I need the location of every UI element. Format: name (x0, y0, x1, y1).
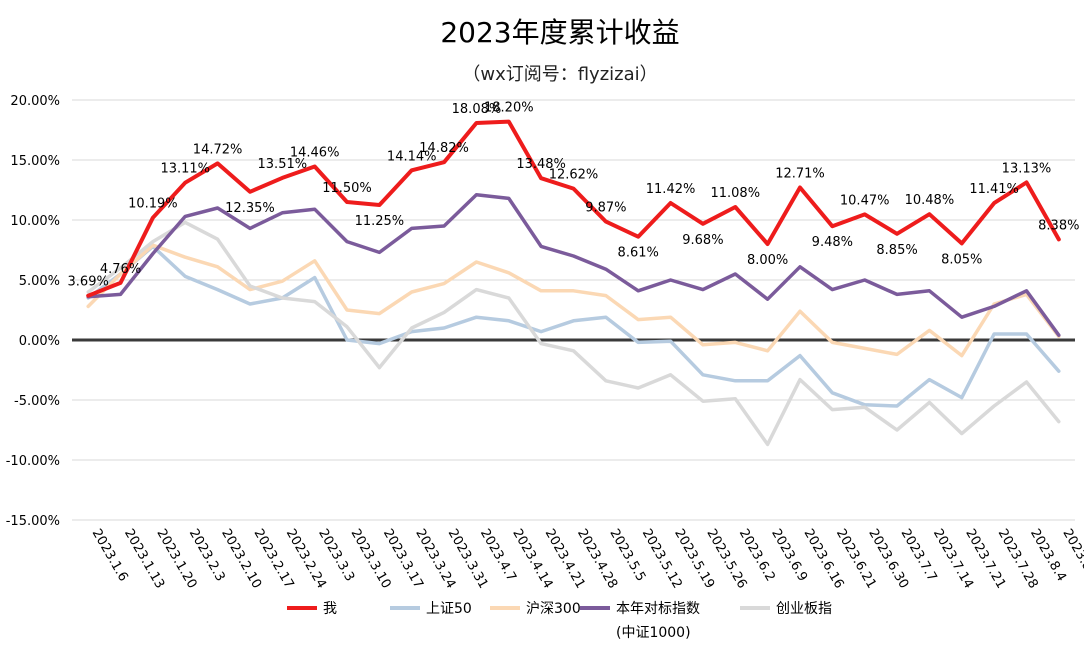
data-label: 11.41% (969, 182, 1019, 197)
data-label: 10.48% (905, 193, 955, 208)
y-tick-label: -5.00% (14, 394, 60, 409)
data-label: 12.35% (225, 201, 275, 216)
y-tick-label: -15.00% (6, 514, 60, 529)
data-label: 8.61% (618, 246, 659, 261)
data-label: 13.51% (258, 157, 308, 172)
data-label: 8.00% (747, 253, 788, 268)
y-tick-label: 0.00% (19, 334, 60, 349)
series-line-本年对标指数 (86, 193, 1061, 337)
data-label: 11.42% (646, 182, 696, 197)
data-label: 3.69% (68, 275, 109, 290)
data-label: 9.87% (585, 201, 626, 216)
legend-label: 上证50 (426, 601, 472, 617)
data-label: 11.08% (710, 186, 760, 201)
data-label: 8.05% (941, 252, 982, 267)
legend-label: 创业板指 (776, 601, 832, 617)
data-label: 14.46% (290, 145, 340, 160)
data-label: 11.50% (322, 181, 372, 196)
data-label: 8.38% (1038, 218, 1079, 233)
legend-label: 本年对标指数 (616, 601, 700, 617)
data-label: 8.85% (876, 243, 917, 258)
x-tick-label: 2023.8.11 (1059, 527, 1084, 592)
data-label: 9.48% (812, 235, 853, 250)
data-label: 18.20% (484, 101, 534, 116)
data-label: 12.62% (549, 168, 599, 183)
data-label: 13.48% (516, 157, 566, 172)
y-tick-label: 10.00% (10, 214, 60, 229)
data-label: 4.76% (100, 262, 141, 277)
chart-subtitle: （wx订阅号：flyzizai） (462, 64, 657, 85)
data-label: 13.11% (160, 162, 210, 177)
y-tick-label: 15.00% (10, 154, 60, 169)
series-line-上证50 (86, 244, 1061, 408)
y-tick-label: 20.00% (10, 94, 60, 109)
y-tick-label: 5.00% (19, 274, 60, 289)
data-label: 14.72% (193, 142, 243, 157)
data-label: 14.82% (419, 141, 469, 156)
y-tick-label: -10.00% (6, 454, 60, 469)
data-label: 11.25% (355, 214, 405, 229)
x-axis: 2023.1.62023.1.132023.1.202023.2.32023.2… (89, 527, 1084, 592)
series-lines (86, 119, 1061, 447)
y-axis: -15.00% -10.00% -5.00% 0.00% 5.00% 10.00% 15.0… (6, 94, 60, 529)
data-labels: 3.69%4.76% 10.19% 13.11% 14.72% 12.35% 13.51%… (68, 101, 1080, 290)
grid (72, 99, 1075, 521)
legend: 我 上证50 沪深300 本年对标指数 (中证1000) 创业板指 (287, 601, 832, 641)
data-label: 10.47% (840, 193, 890, 208)
series-line-创业板指 (86, 220, 1061, 447)
series-line-沪深300 (86, 243, 1061, 358)
chart-title: 2023年度累计收益 (440, 16, 679, 49)
data-label: 9.68% (682, 233, 723, 248)
data-label: 14.14% (387, 149, 437, 164)
data-label: 18.08% (452, 102, 502, 117)
series-line-我 (86, 119, 1061, 298)
data-label: 10.19% (128, 197, 178, 212)
data-label: 13.13% (1002, 161, 1052, 176)
data-label: 12.71% (775, 166, 825, 181)
legend-label: 沪深300 (526, 601, 581, 617)
legend-label: 我 (323, 601, 337, 617)
legend-label-line2: (中证1000) (616, 625, 691, 641)
